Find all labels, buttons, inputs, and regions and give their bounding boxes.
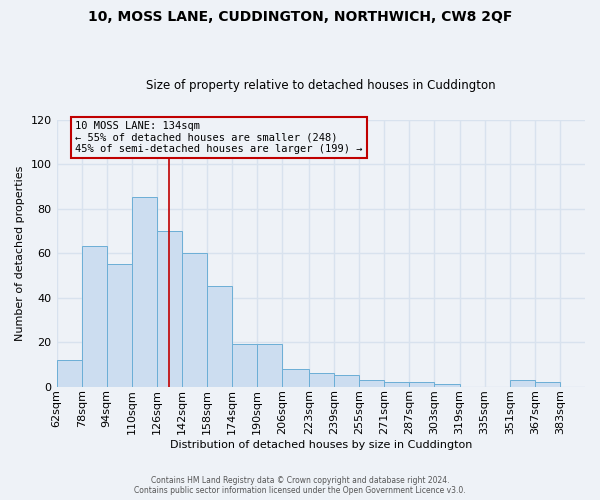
Bar [232,344,257,387]
Bar [283,368,309,386]
Bar [409,382,434,386]
Bar [207,286,232,386]
Bar [309,373,334,386]
Bar [334,376,359,386]
Text: 10, MOSS LANE, CUDDINGTON, NORTHWICH, CW8 2QF: 10, MOSS LANE, CUDDINGTON, NORTHWICH, CW… [88,10,512,24]
Bar [257,344,283,387]
Bar [510,380,535,386]
Text: 10 MOSS LANE: 134sqm
← 55% of detached houses are smaller (248)
45% of semi-deta: 10 MOSS LANE: 134sqm ← 55% of detached h… [75,121,362,154]
Bar [535,382,560,386]
Text: Contains HM Land Registry data © Crown copyright and database right 2024.
Contai: Contains HM Land Registry data © Crown c… [134,476,466,495]
Bar [182,253,207,386]
Bar [384,382,409,386]
Bar [157,231,182,386]
Y-axis label: Number of detached properties: Number of detached properties [15,166,25,340]
Bar [434,384,460,386]
Bar [82,246,107,386]
Bar [132,198,157,386]
X-axis label: Distribution of detached houses by size in Cuddington: Distribution of detached houses by size … [170,440,472,450]
Bar [107,264,132,386]
Bar [359,380,384,386]
Title: Size of property relative to detached houses in Cuddington: Size of property relative to detached ho… [146,79,496,92]
Bar [56,360,82,386]
